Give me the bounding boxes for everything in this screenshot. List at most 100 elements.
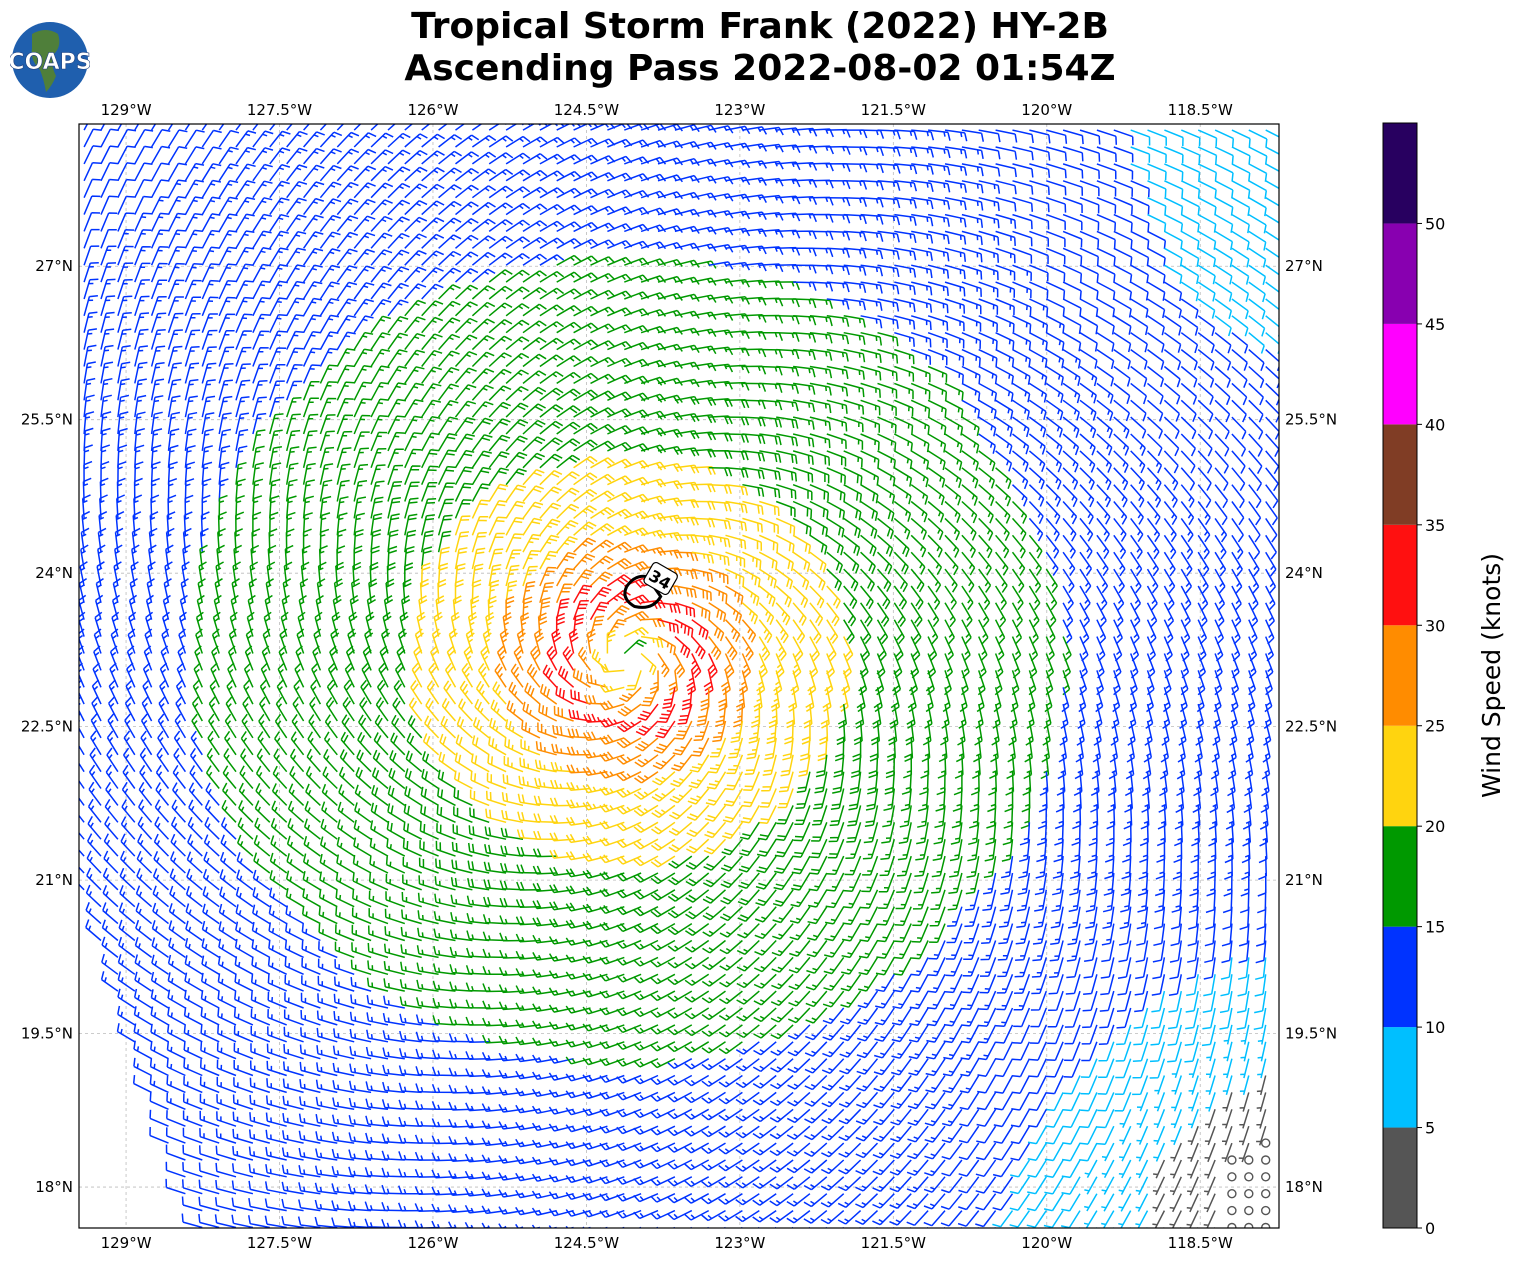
wind-barb: [134, 195, 152, 215]
wind-barb: [748, 720, 761, 744]
wind-barb: [488, 418, 511, 435]
wind-barb: [480, 645, 490, 671]
wind-barb: [599, 939, 625, 948]
wind-barb: [360, 679, 372, 705]
wind-barb: [651, 787, 676, 802]
wind-barb: [1075, 737, 1085, 763]
wind-barb: [924, 703, 933, 729]
wind-barb: [759, 229, 784, 238]
wind-barb: [758, 551, 778, 571]
wind-barb: [1011, 619, 1023, 645]
wind-barb: [1214, 298, 1233, 319]
wind-barb: [322, 766, 338, 790]
wind-barb: [235, 461, 247, 485]
wind-barb: [481, 1205, 507, 1215]
wind-barb: [402, 856, 422, 874]
wind-barb: [927, 990, 946, 1010]
wind-barb: [274, 713, 288, 739]
wind-barb: [1113, 602, 1124, 628]
wind-barb: [302, 446, 317, 468]
wind-barb: [134, 411, 146, 435]
wind-barb: [515, 1070, 541, 1080]
wind-barb: [1139, 822, 1149, 847]
wind-barb: [167, 477, 178, 502]
wind-barb: [906, 1159, 929, 1176]
wind-barb: [252, 495, 263, 519]
wind-barb: [556, 124, 582, 131]
wind-barb: [1096, 264, 1116, 283]
wind-barb: [839, 1058, 862, 1075]
wind-barb: [336, 381, 355, 401]
wind-barb: [1194, 737, 1203, 763]
wind-barb: [859, 906, 879, 926]
wind-barb: [243, 662, 254, 688]
wind-barb: [967, 839, 980, 862]
wind-barb: [590, 239, 616, 249]
wind-barb: [454, 384, 477, 401]
wind-barb: [178, 628, 187, 654]
wind-barb: [775, 585, 792, 608]
wind-barb: [236, 852, 254, 874]
wind-barb: [79, 611, 86, 637]
wind-barb: [94, 594, 104, 620]
coaps-logo: COAPS: [10, 22, 90, 98]
wind-barb: [1197, 551, 1210, 577]
wind-barb: [398, 1099, 422, 1111]
wind-barb: [1180, 146, 1201, 164]
wind-barb: [1265, 585, 1276, 611]
wind-barb: [387, 315, 409, 334]
wind-barb: [788, 1007, 811, 1024]
wind-barb: [1062, 213, 1083, 231]
wind-barb: [872, 1176, 895, 1192]
wind-barb: [384, 908, 406, 925]
wind-barb: [843, 281, 867, 293]
wind-barb: [917, 788, 929, 812]
wind-barb: [1231, 298, 1249, 320]
wind-barb: [616, 973, 642, 983]
wind-barb: [555, 598, 570, 620]
wind-barb: [1045, 399, 1064, 421]
wind-barb: [100, 262, 117, 283]
wind-barb: [839, 687, 849, 713]
wind-barb: [315, 1131, 338, 1144]
wind-barb: [742, 177, 767, 186]
wind-barb: [756, 855, 777, 874]
wind-barb: [357, 731, 372, 756]
wind-barb: [668, 872, 693, 886]
wind-barb: [650, 1159, 676, 1170]
wind-barb: [1197, 450, 1213, 474]
wind-barb: [1061, 1142, 1081, 1162]
wind-barb: [640, 478, 667, 488]
wind-barb: [691, 175, 717, 184]
wind-barb: [565, 1056, 591, 1065]
wind-barb: [674, 157, 700, 167]
wind-barb: [792, 433, 815, 448]
wind-barb: [1123, 805, 1133, 830]
wind-barb: [1078, 687, 1087, 713]
wind-barb: [944, 348, 965, 366]
x-tick-label-bottom: 123°W: [714, 1234, 765, 1252]
wind-barb: [381, 1133, 405, 1144]
wind-barb: [1180, 399, 1197, 422]
wind-barb: [550, 761, 574, 773]
wind-barb: [1079, 568, 1092, 594]
wind-barb: [1169, 940, 1183, 963]
wind-barb: [1092, 737, 1102, 763]
wind-barb: [449, 946, 473, 959]
wind-barb: [353, 132, 377, 148]
wind-barb: [373, 732, 389, 756]
wind-barb: [336, 854, 355, 874]
wind-barb: [1104, 839, 1115, 863]
wind-barb: [183, 1058, 203, 1077]
wind-barb: [148, 544, 157, 570]
wind-barb: [718, 1108, 743, 1122]
wind-barb: [792, 619, 806, 644]
wind-barb: [809, 281, 834, 292]
wind-barb: [1029, 1058, 1047, 1078]
wind-barb: [927, 517, 944, 541]
wind-barb: [691, 568, 714, 583]
wind-barb: [1069, 856, 1081, 880]
wind-barb: [251, 921, 271, 942]
wind-barb: [973, 737, 982, 763]
wind-barb: [193, 662, 203, 688]
